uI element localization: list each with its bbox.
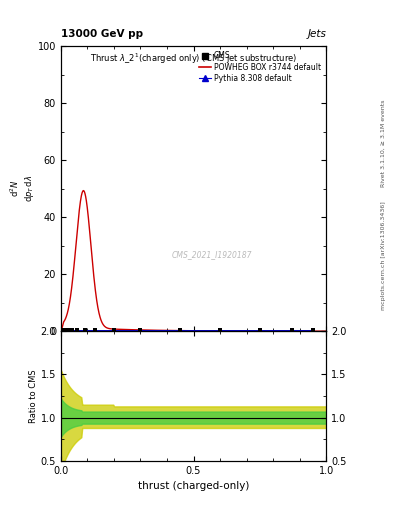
Pythia 8.308 default <box>257 327 262 333</box>
CMS <box>257 327 262 333</box>
CMS <box>60 327 64 333</box>
Pythia 8.308 default <box>218 327 222 333</box>
Pythia 8.308 default <box>310 327 315 333</box>
X-axis label: thrust (charged-only): thrust (charged-only) <box>138 481 249 491</box>
Pythia 8.308 default <box>178 327 183 333</box>
Line: Pythia 8.308 default: Pythia 8.308 default <box>61 329 315 332</box>
Legend: CMS, POWHEG BOX r3744 default, Pythia 8.308 default: CMS, POWHEG BOX r3744 default, Pythia 8.… <box>198 50 322 84</box>
CMS <box>62 327 67 333</box>
Y-axis label: $\mathrm{d}^2N$
$\mathrm{d}p_T\,\mathrm{d}\lambda$: $\mathrm{d}^2N$ $\mathrm{d}p_T\,\mathrm{… <box>9 175 36 202</box>
CMS <box>65 327 70 333</box>
CMS <box>69 327 74 333</box>
Pythia 8.308 default <box>74 327 79 333</box>
CMS <box>112 327 116 333</box>
CMS <box>218 327 222 333</box>
Text: CMS_2021_I1920187: CMS_2021_I1920187 <box>172 250 252 259</box>
CMS <box>138 327 143 333</box>
Text: Rivet 3.1.10, ≥ 3.1M events: Rivet 3.1.10, ≥ 3.1M events <box>381 100 386 187</box>
Line: POWHEG BOX r3744 default: POWHEG BOX r3744 default <box>61 190 326 331</box>
POWHEG BOX r3744 default <box>64 312 69 318</box>
Pythia 8.308 default <box>138 327 143 333</box>
Pythia 8.308 default <box>69 327 74 333</box>
Pythia 8.308 default <box>289 327 294 333</box>
POWHEG BOX r3744 default <box>274 328 278 334</box>
Y-axis label: Ratio to CMS: Ratio to CMS <box>29 369 38 423</box>
Pythia 8.308 default <box>60 327 64 333</box>
CMS <box>310 327 315 333</box>
CMS <box>178 327 183 333</box>
POWHEG BOX r3744 default <box>66 304 71 310</box>
CMS <box>93 327 98 333</box>
POWHEG BOX r3744 default <box>87 224 92 230</box>
POWHEG BOX r3744 default <box>324 328 329 334</box>
Text: Thrust $\lambda\_2^1$(charged only) (CMS jet substructure): Thrust $\lambda\_2^1$(charged only) (CMS… <box>90 52 297 66</box>
Text: Jets: Jets <box>307 29 326 39</box>
Pythia 8.308 default <box>65 327 70 333</box>
Pythia 8.308 default <box>62 327 67 333</box>
CMS <box>83 327 87 333</box>
POWHEG BOX r3744 default <box>59 327 64 333</box>
CMS <box>74 327 79 333</box>
Pythia 8.308 default <box>83 327 87 333</box>
Pythia 8.308 default <box>93 327 98 333</box>
POWHEG BOX r3744 default <box>109 326 114 332</box>
Text: mcplots.cern.ch [arXiv:1306.3436]: mcplots.cern.ch [arXiv:1306.3436] <box>381 202 386 310</box>
POWHEG BOX r3744 default <box>81 187 86 194</box>
CMS <box>289 327 294 333</box>
POWHEG BOX r3744 default <box>60 324 64 330</box>
Line: CMS: CMS <box>61 329 315 332</box>
Text: 13000 GeV pp: 13000 GeV pp <box>61 29 143 39</box>
Pythia 8.308 default <box>112 327 116 333</box>
